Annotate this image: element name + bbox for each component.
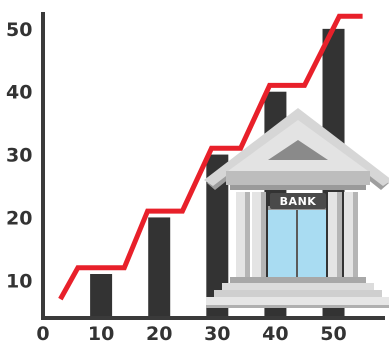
y-tick-label: 10 xyxy=(6,270,32,292)
bank-base xyxy=(230,277,366,283)
bank-step xyxy=(214,290,382,297)
x-tick-label: 40 xyxy=(262,323,288,342)
bank-column-shade xyxy=(245,192,250,279)
bank-column-shade xyxy=(337,192,342,279)
bar xyxy=(148,217,171,318)
x-tick-label: 10 xyxy=(88,323,114,342)
y-tick-label: 40 xyxy=(6,82,32,104)
bank-sign-text: BANK xyxy=(280,195,317,208)
growth-line xyxy=(58,13,363,301)
x-tick-label: 20 xyxy=(146,323,172,342)
bank-step xyxy=(206,297,389,305)
y-tick-label: 20 xyxy=(6,207,32,229)
x-tick-label: 30 xyxy=(204,323,230,342)
bank-step-shadow xyxy=(206,305,389,308)
bank-column-shade xyxy=(261,192,266,279)
bank-entablature-band xyxy=(230,185,366,190)
bank-building-icon: BANK xyxy=(204,108,389,308)
x-tick-label: 0 xyxy=(36,323,49,342)
bank-entablature xyxy=(226,171,370,185)
y-tick-label: 50 xyxy=(6,19,32,41)
bank-column-shade xyxy=(353,192,358,279)
y-tick-labels: 10 20 30 40 50 xyxy=(6,19,32,292)
bar xyxy=(90,274,113,318)
y-tick-label: 30 xyxy=(6,145,32,167)
x-tick-labels: 0 10 20 30 40 50 xyxy=(36,323,346,342)
bar xyxy=(206,154,229,318)
x-tick-label: 50 xyxy=(320,323,346,342)
bank-roof xyxy=(204,108,389,186)
bank-step xyxy=(222,283,374,290)
bank-pediment-inner xyxy=(268,140,328,160)
bank-sign-plate xyxy=(270,193,326,209)
